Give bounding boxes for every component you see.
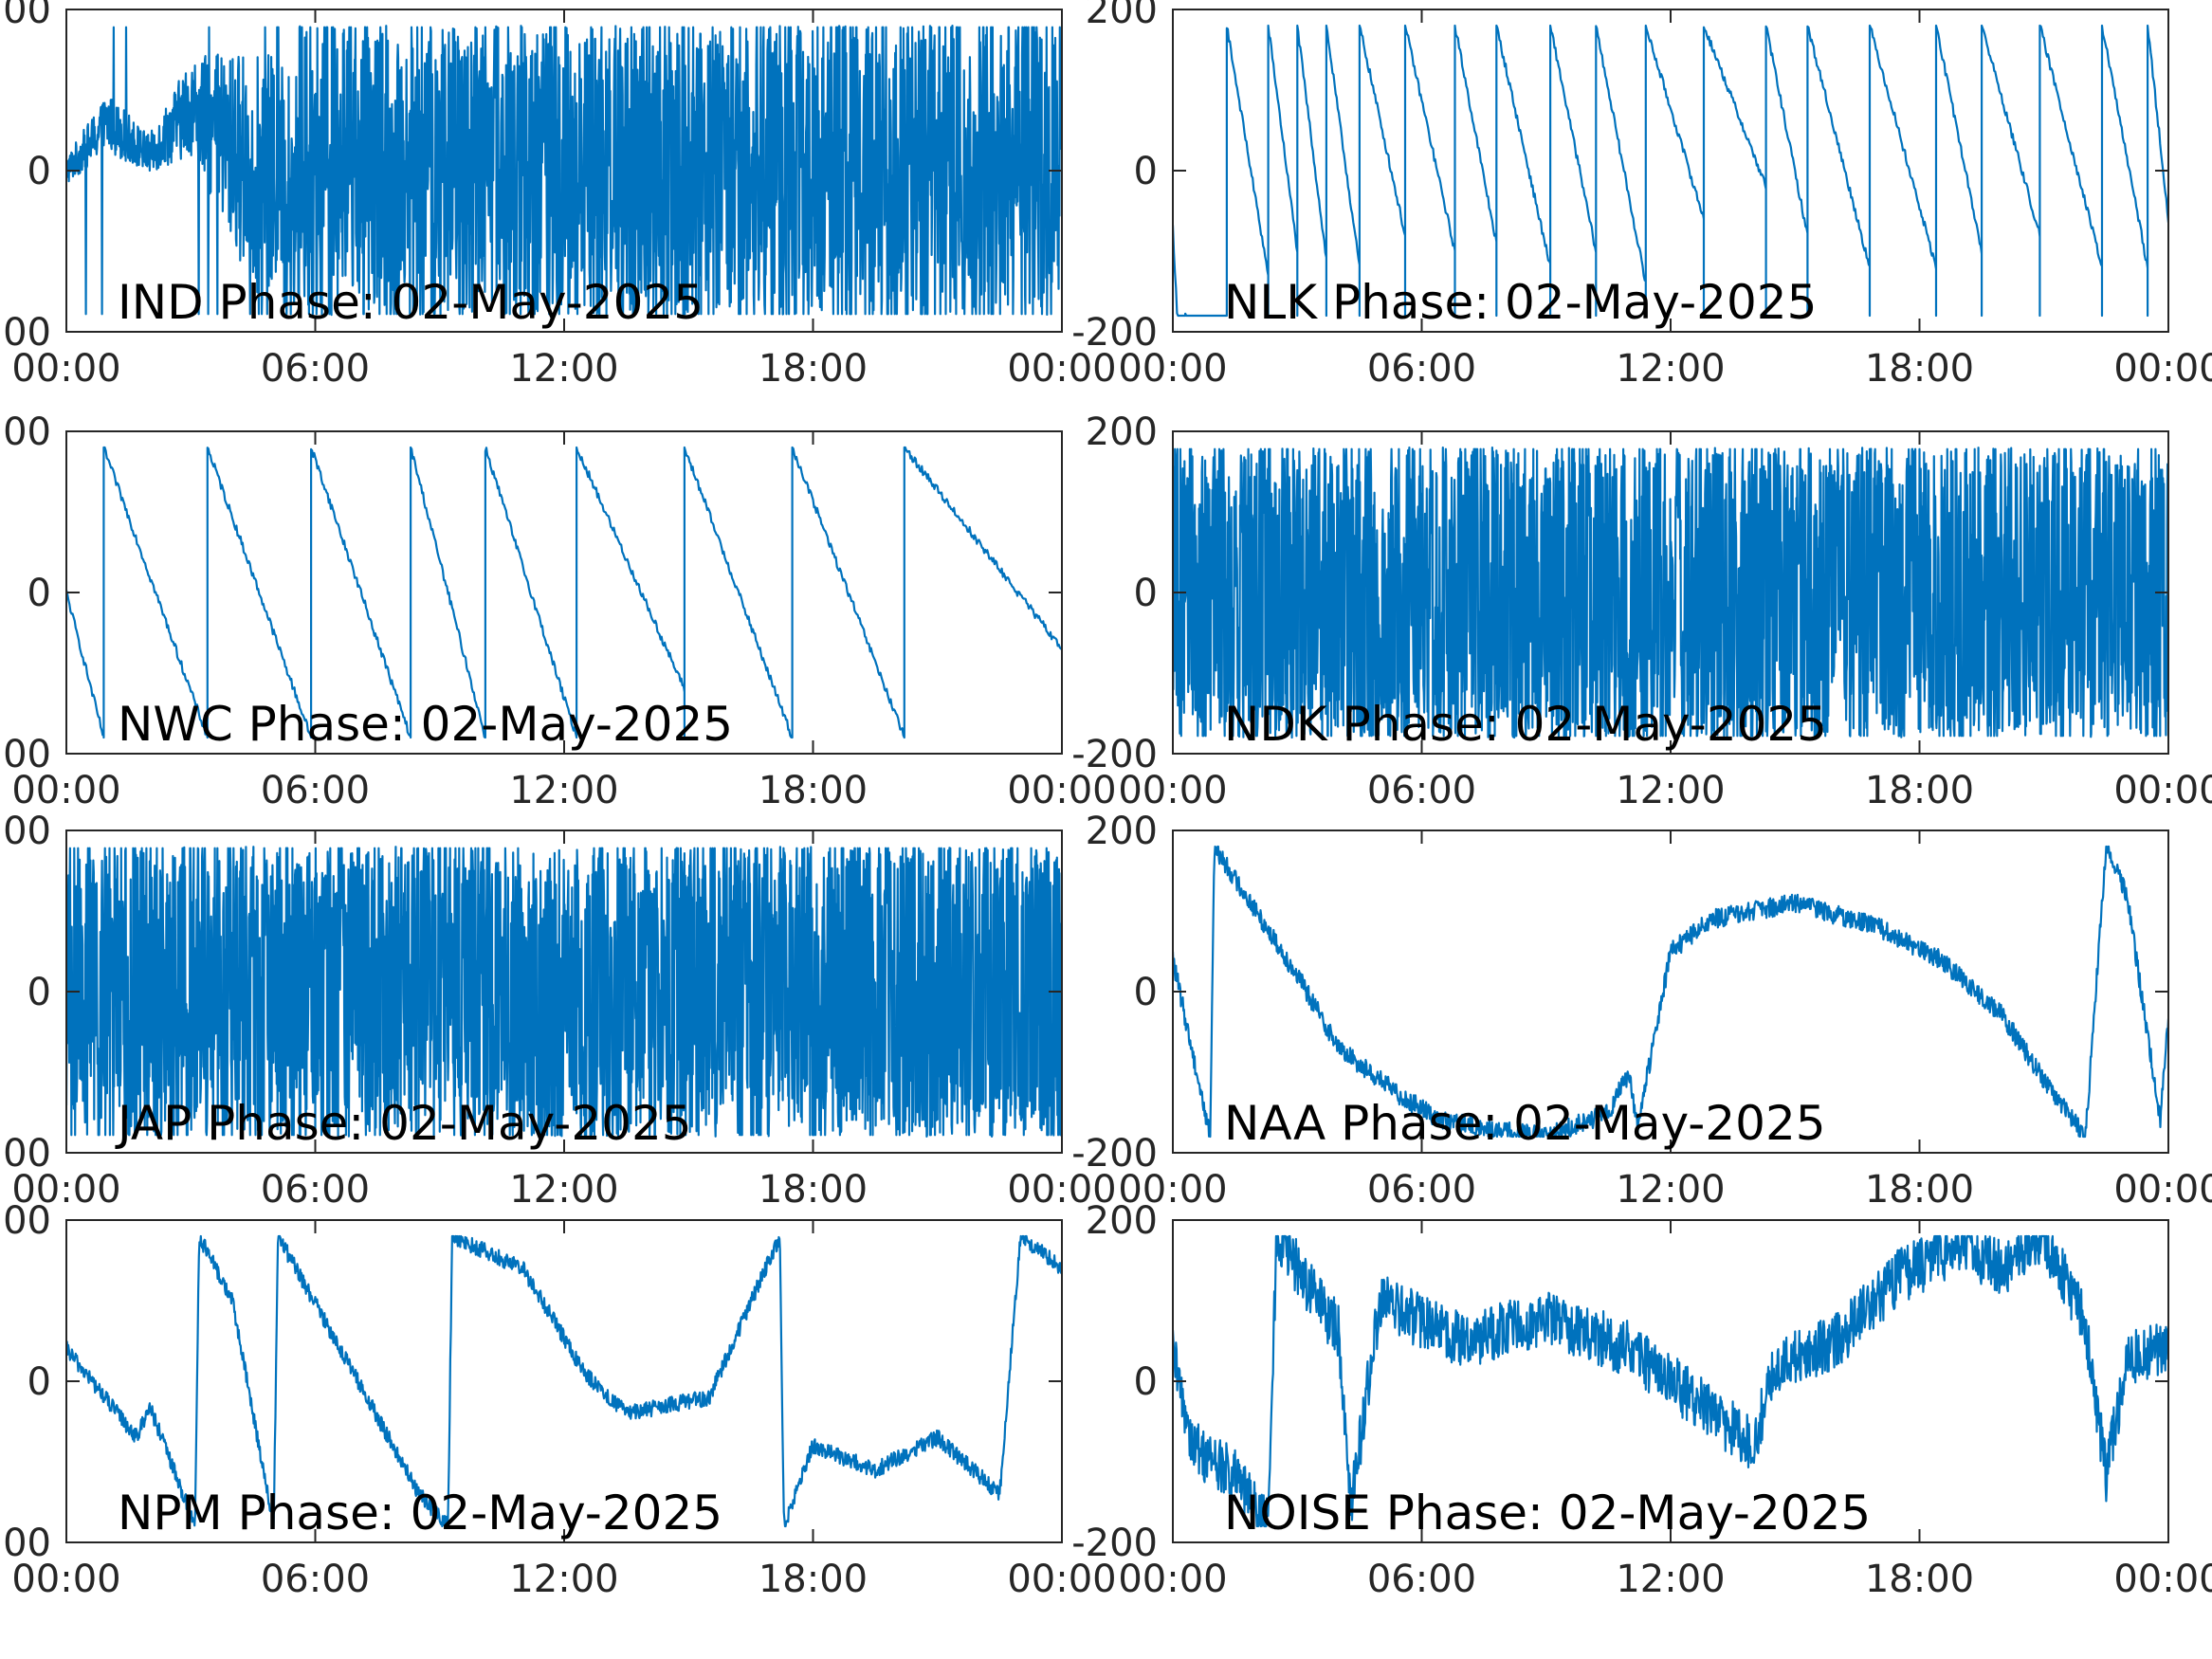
x-tick-label: 00:00 (1118, 347, 1227, 391)
y-tick-label: 200 (0, 410, 51, 454)
phase-series-line (1173, 24, 2168, 318)
y-tick-label: 200 (0, 0, 51, 32)
y-tick-label: -200 (0, 733, 51, 776)
x-tick-label: 06:00 (1367, 1558, 1476, 1601)
phase-series-line (66, 25, 1062, 317)
panel-title: NOISE Phase: 02-May-2025 (1224, 1486, 1871, 1540)
phase-series-line (1173, 447, 2168, 739)
x-tick-label: 00:00 (11, 1168, 120, 1212)
x-tick-label: 12:00 (1616, 347, 1725, 391)
x-tick-label: 18:00 (759, 347, 868, 391)
y-tick-label: 200 (1086, 810, 1158, 853)
x-tick-label: 06:00 (1367, 1168, 1476, 1212)
y-tick-label: 200 (1086, 0, 1158, 32)
y-tick-label: -200 (0, 1132, 51, 1176)
x-tick-label: 12:00 (1616, 1558, 1725, 1601)
x-tick-label: 00:00 (1118, 1558, 1227, 1601)
x-tick-label: 12:00 (1616, 1168, 1725, 1212)
panel-title: NDK Phase: 02-May-2025 (1224, 697, 1827, 752)
x-tick-label: 18:00 (759, 1558, 868, 1601)
x-tick-label: 00:00 (2113, 1558, 2212, 1601)
phase-series-line (66, 1234, 1062, 1528)
y-tick-label: 0 (27, 150, 51, 193)
x-tick-label: 12:00 (1616, 769, 1725, 812)
x-tick-label: 00:00 (2113, 1168, 2212, 1212)
x-tick-label: 12:00 (509, 347, 618, 391)
y-tick-label: 200 (0, 1199, 51, 1243)
phase-series-line (1173, 845, 2168, 1139)
y-tick-label: 0 (27, 1360, 51, 1404)
panel-title: NLK Phase: 02-May-2025 (1224, 275, 1817, 330)
y-tick-label: -200 (1071, 1132, 1158, 1176)
y-tick-label: -200 (0, 1522, 51, 1565)
x-tick-label: 18:00 (759, 769, 868, 812)
panel-title: NPM Phase: 02-May-2025 (118, 1486, 722, 1540)
x-tick-label: 18:00 (759, 1168, 868, 1212)
x-tick-label: 12:00 (509, 769, 618, 812)
x-tick-label: 18:00 (1865, 1168, 1974, 1212)
x-tick-label: 00:00 (1118, 1168, 1227, 1212)
panel-title: IND Phase: 02-May-2025 (118, 275, 704, 330)
x-tick-label: 00:00 (1118, 769, 1227, 812)
x-tick-label: 06:00 (261, 769, 370, 812)
y-tick-label: -200 (0, 311, 51, 355)
y-tick-label: -200 (1071, 1522, 1158, 1565)
phase-series-line (1173, 1234, 2168, 1528)
y-tick-label: 0 (1134, 572, 1158, 615)
x-tick-label: 06:00 (1367, 347, 1476, 391)
x-tick-label: 00:00 (1007, 769, 1116, 812)
y-tick-label: -200 (1071, 733, 1158, 776)
x-tick-label: 00:00 (11, 347, 120, 391)
x-tick-label: 00:00 (1007, 1168, 1116, 1212)
y-tick-label: 0 (1134, 971, 1158, 1014)
x-tick-label: 00:00 (1007, 1558, 1116, 1601)
x-tick-label: 00:00 (1007, 347, 1116, 391)
x-tick-label: 06:00 (261, 347, 370, 391)
x-tick-label: 06:00 (261, 1558, 370, 1601)
x-tick-label: 12:00 (509, 1168, 618, 1212)
x-tick-label: 00:00 (2113, 769, 2212, 812)
x-tick-label: 06:00 (261, 1168, 370, 1212)
phase-series-line (66, 446, 1062, 739)
y-tick-label: 200 (1086, 410, 1158, 454)
panel-title: NAA Phase: 02-May-2025 (1224, 1096, 1826, 1151)
phase-series-line (66, 846, 1062, 1138)
x-tick-label: 18:00 (1865, 1558, 1974, 1601)
x-tick-label: 18:00 (1865, 769, 1974, 812)
panel-title: JAP Phase: 02-May-2025 (115, 1096, 692, 1151)
y-tick-label: 200 (0, 810, 51, 853)
x-tick-label: 12:00 (509, 1558, 618, 1601)
y-tick-label: 0 (27, 971, 51, 1014)
y-tick-label: -200 (1071, 311, 1158, 355)
y-tick-label: 200 (1086, 1199, 1158, 1243)
y-tick-label: 0 (27, 572, 51, 615)
x-tick-label: 00:00 (11, 1558, 120, 1601)
panel-title: NWC Phase: 02-May-2025 (118, 697, 733, 752)
x-tick-label: 06:00 (1367, 769, 1476, 812)
y-tick-label: 0 (1134, 150, 1158, 193)
y-tick-label: 0 (1134, 1360, 1158, 1404)
x-tick-label: 00:00 (2113, 347, 2212, 391)
x-tick-label: 00:00 (11, 769, 120, 812)
x-tick-label: 18:00 (1865, 347, 1974, 391)
